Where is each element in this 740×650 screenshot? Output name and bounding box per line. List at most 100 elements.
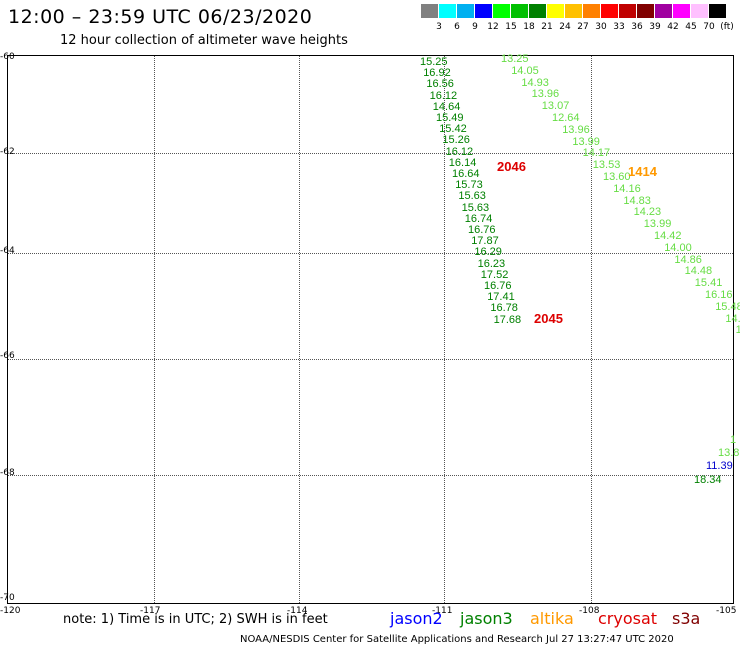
legend-swatch (547, 4, 564, 18)
wave-height-value: 16.23 (477, 257, 506, 270)
wave-height-value: 14.05 (511, 64, 539, 77)
latitude-label: -64 (0, 246, 15, 256)
latitude-label: -66 (0, 351, 15, 361)
legend-tick-label: 30 (595, 22, 607, 32)
legend-tick-label: 9 (472, 22, 478, 32)
legend-swatch (493, 4, 510, 18)
legend-swatch (475, 4, 492, 18)
longitude-gridline (444, 56, 445, 603)
legend-tick-label: 3 (436, 22, 442, 32)
wave-height-value: 15.8 (735, 324, 740, 337)
latitude-label: -62 (0, 147, 15, 157)
legend-swatch (565, 4, 582, 18)
legend-tick-label: 18 (523, 22, 535, 32)
pass-number-label: 2046 (497, 159, 526, 174)
wave-height-value: 16.74 (464, 212, 493, 225)
wave-height-value: 15.42 (439, 123, 467, 136)
legend-tick-label: 12 (487, 22, 499, 32)
legend-tick-label: 6 (454, 22, 460, 32)
wave-height-value: 15.26 (442, 134, 470, 147)
latitude-gridline (8, 253, 733, 254)
legend-swatch (619, 4, 636, 18)
longitude-label: -105 (716, 606, 737, 616)
longitude-gridline (299, 56, 300, 603)
map-title: 12:00 – 23:59 UTC 06/23/2020 (8, 6, 313, 28)
map-subtitle: 12 hour collection of altimeter wave hei… (60, 33, 348, 48)
wave-height-value: 16.12 (429, 89, 458, 102)
legend-tick-label: 39 (649, 22, 661, 32)
latitude-label: -60 (0, 52, 15, 62)
legend-tick-label: 24 (559, 22, 571, 32)
wave-height-value: 16.76 (484, 280, 512, 292)
wave-height-value: 1 (730, 434, 737, 446)
wave-height-value: 15.63 (458, 190, 486, 203)
wave-height-value: 14.86 (674, 253, 702, 266)
longitude-label: -120 (0, 606, 21, 616)
wave-height-value: 16.14 (448, 156, 477, 169)
legend-swatch (601, 4, 618, 18)
wave-height-value: 13.96 (562, 123, 590, 136)
legend-tick-label: 36 (631, 22, 643, 32)
legend-swatch (421, 4, 438, 18)
latitude-label: -70 (0, 593, 15, 603)
longitude-gridline (591, 56, 592, 603)
sat-jason2-label: jason2 (390, 609, 443, 628)
wave-height-value: 13.99 (572, 135, 600, 148)
wave-height-value: 16.92 (423, 67, 451, 80)
footer-credit: NOAA/NESDIS Center for Satellite Applica… (240, 634, 674, 645)
legend-swatch (529, 4, 546, 18)
sat-altika-label: altika (530, 609, 574, 628)
wave-height-value: 14.64 (432, 100, 461, 113)
wave-height-value: 14.16 (613, 182, 641, 195)
sat-s3a-label: s3a (672, 609, 701, 628)
latitude-gridline (8, 475, 733, 476)
wave-height-value: 14.93 (521, 76, 549, 89)
legend-tick-label: 33 (613, 22, 625, 32)
legend-tick-label: 15 (505, 22, 517, 32)
legend-swatch (691, 4, 708, 18)
wave-height-value: 14.23 (633, 206, 662, 219)
wave-height-value: 14.74 (725, 312, 740, 325)
legend-swatch (655, 4, 672, 18)
longitude-gridline (154, 56, 155, 603)
legend-swatch (511, 4, 528, 18)
map-plot-area (7, 55, 734, 604)
wave-height-value: 11.39 (706, 460, 733, 472)
wave-height-value: 15.48 (715, 300, 740, 313)
wave-height-value: 14.17 (582, 147, 611, 160)
wave-height-value: 18.34 (694, 474, 722, 486)
wave-height-value: 14.48 (684, 265, 713, 278)
legend-tick-label: 27 (577, 22, 589, 32)
wave-height-value: 17.68 (493, 313, 522, 326)
wave-height-value: 17.52 (480, 268, 509, 281)
wave-height-value: 13.53 (592, 159, 621, 172)
legend-swatch (439, 4, 456, 18)
wave-height-value: 17.87 (471, 235, 499, 248)
latitude-gridline (8, 359, 733, 360)
wave-height-value: 16.16 (705, 289, 733, 301)
wave-height-value: 14.83 (623, 194, 651, 207)
pass-number-label: 2045 (534, 311, 563, 326)
wave-height-value: 16.29 (474, 246, 502, 259)
units-note: note: 1) Time is in UTC; 2) SWH is in fe… (63, 612, 328, 627)
wave-height-value: 12.64 (552, 112, 580, 124)
wave-height-value: 16.78 (490, 302, 518, 315)
longitude-label: -111 (432, 606, 453, 616)
wave-height-value: 13.07 (541, 100, 570, 113)
legend-tick-label: 42 (667, 22, 679, 32)
longitude-label: -108 (579, 606, 600, 616)
wave-height-value: 13.8 (718, 447, 740, 459)
legend-unit-label: (ft) (720, 22, 734, 32)
wave-height-value: 14.00 (664, 241, 692, 254)
longitude-label: -117 (140, 606, 161, 616)
wave-height-value: 15.41 (694, 277, 723, 290)
wave-height-value: 13.99 (643, 218, 672, 231)
latitude-gridline (8, 153, 733, 154)
wave-height-value: 16.64 (452, 168, 480, 180)
wave-height-value: 17.41 (487, 291, 515, 304)
wave-height-value: 15.49 (436, 112, 464, 124)
legend-swatch (637, 4, 654, 18)
longitude-label: -114 (287, 606, 308, 616)
wave-height-value: 14.42 (654, 230, 682, 242)
legend-swatch (673, 4, 690, 18)
